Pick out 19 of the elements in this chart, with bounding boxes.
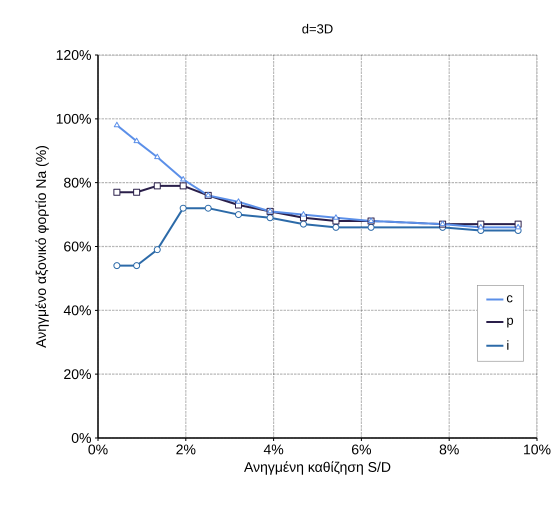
y-tick-label: 40% [64,305,91,316]
x-tick-label: 8% [440,444,459,454]
y-tick-label: 80% [64,178,91,188]
legend-label: p [507,318,514,328]
x-tick-label: 10% [524,444,550,454]
legend-label: c [506,295,513,302]
x-tick-label: 6% [352,444,372,454]
y-tick-label: 20% [64,369,91,380]
legend-label: i [507,340,508,350]
y-axis-title: Ανηγμένο αξονικό φορτίο Na (%) [35,146,49,348]
chart-title: d=3D [302,24,333,34]
x-tick-label: 4% [264,444,284,454]
x-axis-title: Ανηγμένη καθίζηση S/D [244,461,390,475]
y-tick-label: 60% [64,242,91,252]
x-tick-label: 0% [88,444,108,454]
x-tick-label: 2% [176,444,196,454]
y-tick-label: 100% [56,114,91,124]
y-tick-label: 120% [56,50,91,60]
y-tick-label: 0% [72,433,91,443]
